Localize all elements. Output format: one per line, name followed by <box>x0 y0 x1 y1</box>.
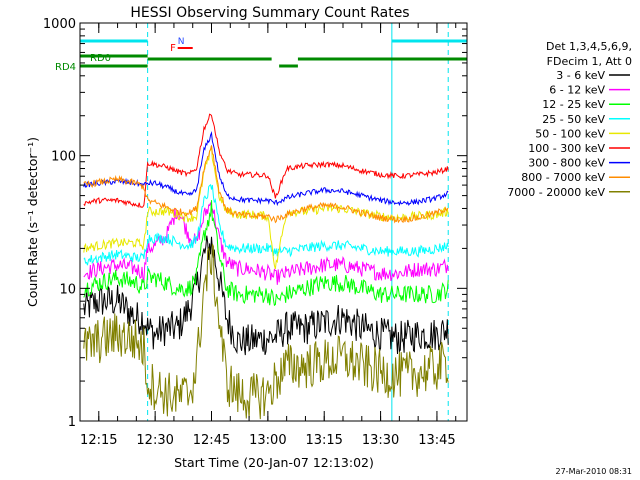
series-line-25-50-kev <box>83 183 449 266</box>
x-tick-label-13-15: 13:15 <box>305 433 342 448</box>
x-tick-label-12-15: 12:15 <box>80 433 117 448</box>
x-axis: 12:15 12:30 12:45 13:00 13:15 13:30 13:45 <box>79 23 457 448</box>
legend-label-3-6-kev: 3 - 6 keV <box>556 69 605 82</box>
x-tick-label-13-45: 13:45 <box>418 433 455 448</box>
x-tick-label-13-00: 13:00 <box>249 433 286 448</box>
legend-label-100-300-kev: 100 - 300 keV <box>528 142 605 155</box>
series-line-100-300-kev <box>83 113 449 209</box>
plot-area: RD0 RD4 NF <box>55 23 467 421</box>
series-line-3-6-kev <box>83 235 449 356</box>
x-tick-label-12-45: 12:45 <box>193 433 230 448</box>
y-tick-label-100: 100 <box>51 150 76 165</box>
x-tick-label-13-30: 13:30 <box>362 433 399 448</box>
flag-label-rd4: RD4 <box>55 62 76 73</box>
series-line-50-100-kev <box>83 145 449 270</box>
x-tick-label-12-30: 12:30 <box>136 433 173 448</box>
legend-header-line-1: Det 1,3,4,5,6,9, <box>546 40 632 53</box>
series-line-6-12-kev <box>83 202 449 285</box>
flag-label-n: N <box>178 37 185 47</box>
legend-label-800-7000-kev: 800 - 7000 keV <box>521 171 605 184</box>
series-line-12-25-kev <box>83 200 449 307</box>
series-line-800-7000-kev <box>83 145 449 224</box>
flag-label-f: F <box>170 43 176 54</box>
legend-label-6-12-kev: 6 - 12 keV <box>549 84 605 97</box>
timestamp: 27-Mar-2010 08:31 <box>556 467 633 476</box>
series-line-300-800-kev <box>83 130 449 207</box>
plot-frame <box>79 22 468 422</box>
legend-label-7000-20000-kev: 7000 - 20000 keV <box>507 186 605 199</box>
y-tick-label-10: 10 <box>59 282 76 297</box>
y-axis: 1 10 100 1000 <box>43 17 467 430</box>
series-line-7000-20000-kev <box>83 243 449 420</box>
legend-label-25-50-kev: 25 - 50 keV <box>542 113 605 126</box>
y-axis-label: Count Rate (s⁻¹ detector⁻¹) <box>25 137 40 307</box>
legend-header-line-2: FDecim 1, Att 0 <box>547 55 632 68</box>
chart-title: HESSI Observing Summary Count Rates <box>130 5 409 21</box>
legend-label-12-25-kev: 12 - 25 keV <box>542 98 605 111</box>
legend-label-50-100-kev: 50 - 100 keV <box>535 127 605 140</box>
legend-label-300-800-kev: 300 - 800 keV <box>528 157 605 170</box>
y-tick-label-1: 1 <box>68 415 76 430</box>
y-tick-label-1000: 1000 <box>43 17 76 32</box>
legend: Det 1,3,4,5,6,9, FDecim 1, Att 0 3 - 6 k… <box>507 40 632 199</box>
x-axis-label: Start Time (20-Jan-07 12:13:02) <box>174 455 374 470</box>
flag-label-rd0: RD0 <box>90 53 111 64</box>
